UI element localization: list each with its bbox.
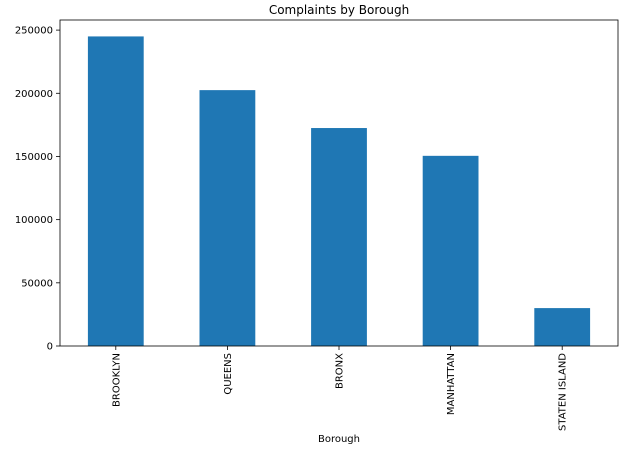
y-tick-label: 0: [47, 342, 53, 353]
y-tick-label: 150000: [15, 152, 53, 163]
x-tick-label: BRONX: [335, 353, 346, 389]
x-tick-label: STATEN ISLAND: [558, 353, 569, 431]
bar-brooklyn: [87, 36, 144, 346]
y-tick-label: 50000: [21, 278, 53, 289]
x-tick-label: QUEENS: [223, 353, 234, 395]
plot-frame: [59, 19, 619, 347]
y-axis: 0 50000 100000 150000 200000 250000: [15, 26, 60, 353]
y-tick-label: 250000: [15, 26, 53, 37]
x-tick-label: MANHATTAN: [446, 353, 457, 415]
x-axis: BROOKLYN QUEENS BRONX MANHATTAN STATEN ISLAN…: [111, 346, 569, 431]
bars-group: [87, 36, 591, 347]
y-tick-label: 200000: [15, 89, 53, 100]
bar-staten-island: [534, 308, 591, 346]
x-tick-label: BROOKLYN: [111, 353, 122, 407]
x-axis-label: Borough: [318, 434, 360, 445]
bar-bronx: [311, 128, 367, 346]
chart-title: Complaints by Borough: [269, 3, 409, 17]
y-tick-label: 100000: [15, 215, 53, 226]
bar-manhattan: [422, 155, 479, 346]
bar-queens: [199, 90, 256, 347]
